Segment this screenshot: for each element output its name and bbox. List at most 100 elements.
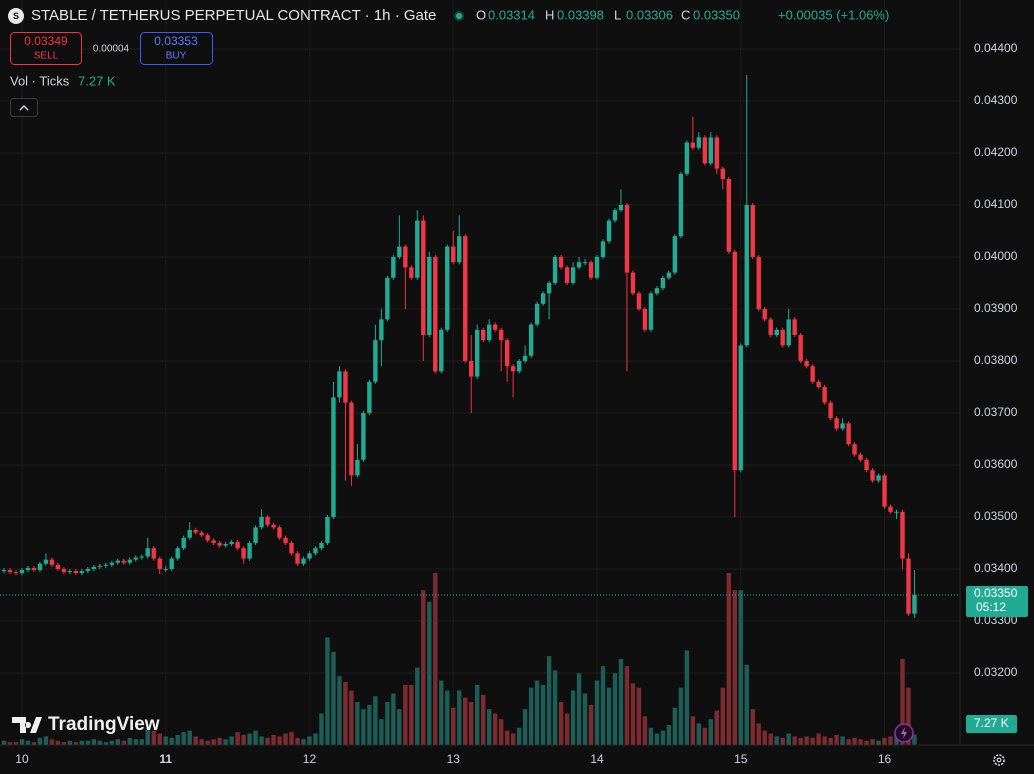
settings-hub[interactable] [996, 757, 1002, 763]
volume-bar [343, 681, 348, 745]
ohlc-value: 0.03314 [488, 7, 535, 22]
volume-bar [786, 733, 791, 745]
alert-icon[interactable] [894, 723, 914, 743]
volume-bar [900, 659, 905, 745]
volume-bar [187, 730, 192, 745]
volume-bar [1, 740, 7, 745]
buy-label[interactable]: BUY [166, 51, 187, 62]
sell-price[interactable]: 0.03349 [24, 34, 68, 48]
volume-bar [469, 702, 474, 745]
volume-bar [415, 667, 420, 745]
volume-bar [385, 702, 390, 745]
volume-bar [648, 727, 654, 745]
volume-bar [145, 727, 150, 745]
volume-bar [361, 709, 366, 745]
volume-bar [433, 573, 438, 745]
volume-bar [445, 690, 450, 745]
candle-body [433, 256, 438, 372]
candle-body [852, 444, 857, 455]
volume-bar [19, 739, 25, 745]
candle-body [37, 563, 43, 571]
candle-body [49, 559, 55, 565]
candle-body [61, 568, 67, 573]
candle-body [151, 548, 156, 559]
last-price-box [966, 585, 1028, 617]
countdown: 05:12 [976, 600, 1006, 614]
volume-bar [636, 687, 642, 745]
volume-bar [852, 737, 857, 745]
candle-body [103, 564, 109, 566]
volume-bar [61, 742, 67, 745]
volume-bar [606, 687, 612, 745]
buy-box[interactable] [140, 32, 213, 65]
candle-body [187, 529, 192, 538]
volume-bar [265, 737, 270, 745]
volume-bar [726, 573, 731, 745]
volume-bar [750, 709, 755, 745]
symbol-icon [8, 8, 24, 24]
candle-body [696, 137, 702, 148]
volume-bar [67, 740, 73, 745]
candle-body [660, 277, 666, 289]
sell-button[interactable]: 0.03349 SELL [10, 32, 82, 65]
candle-body [343, 371, 348, 403]
candle-body [492, 324, 498, 330]
alert-bolt[interactable] [901, 727, 907, 739]
volume-label: 7.27 K [974, 716, 1009, 730]
candle-body [7, 570, 13, 573]
volume-bar [367, 704, 372, 745]
candle-body [235, 541, 240, 549]
candle-body [475, 329, 480, 377]
buy-price[interactable]: 0.03353 [154, 34, 198, 48]
candle-body [906, 558, 911, 614]
collapse-icon[interactable] [19, 105, 29, 111]
settings-button[interactable] [993, 754, 1005, 766]
candle-body [25, 567, 31, 571]
volume-bar [217, 737, 222, 745]
collapse-box[interactable] [10, 98, 38, 117]
candle-body [175, 548, 180, 559]
sell-box[interactable] [10, 32, 82, 65]
y-tick-label: 0.04400 [974, 41, 1018, 55]
candle-body [115, 560, 121, 563]
candle-body [882, 475, 887, 507]
volume-bar [451, 707, 456, 745]
volume-bar [349, 690, 354, 745]
volume-bar [552, 670, 558, 745]
collapse-button[interactable] [10, 98, 38, 117]
brand: TradingView [12, 714, 160, 735]
candle-body [780, 329, 785, 346]
x-tick-label: 10 [15, 752, 29, 766]
candle-body [582, 262, 588, 264]
volume-bar [720, 687, 725, 745]
candle-layer [1, 74, 917, 618]
volume-bar [528, 687, 534, 745]
candle-body [564, 267, 570, 283]
volume-bar [253, 730, 258, 745]
ohlc-value: 0.03350 [693, 7, 740, 22]
ohlc-key: H [545, 7, 554, 22]
candle-body [445, 246, 450, 330]
volume-bar [612, 673, 618, 745]
candle-body [630, 272, 636, 294]
candle-body [552, 256, 558, 283]
candle-body [277, 527, 282, 538]
symbol-title: STABLE / TETHERUS PERPETUAL CONTRACT · 1… [31, 7, 436, 24]
candle-body [762, 308, 767, 320]
candle-body [558, 256, 564, 268]
price-change: +0.00035 (+1.06%) [778, 7, 889, 22]
y-tick-label: 0.03400 [974, 561, 1018, 575]
candle-body [271, 524, 276, 528]
volume-bar [91, 739, 97, 745]
volume-bar [55, 740, 61, 745]
buy-button[interactable]: 0.03353 BUY [140, 32, 213, 65]
sell-label[interactable]: SELL [34, 51, 59, 62]
volume-bar [49, 739, 55, 745]
candle-body [528, 324, 534, 356]
volume-bar [696, 723, 702, 745]
volume-bar [780, 737, 785, 745]
candle-body [325, 516, 330, 543]
settings-gear[interactable] [993, 754, 1005, 766]
candle-body [355, 459, 360, 476]
